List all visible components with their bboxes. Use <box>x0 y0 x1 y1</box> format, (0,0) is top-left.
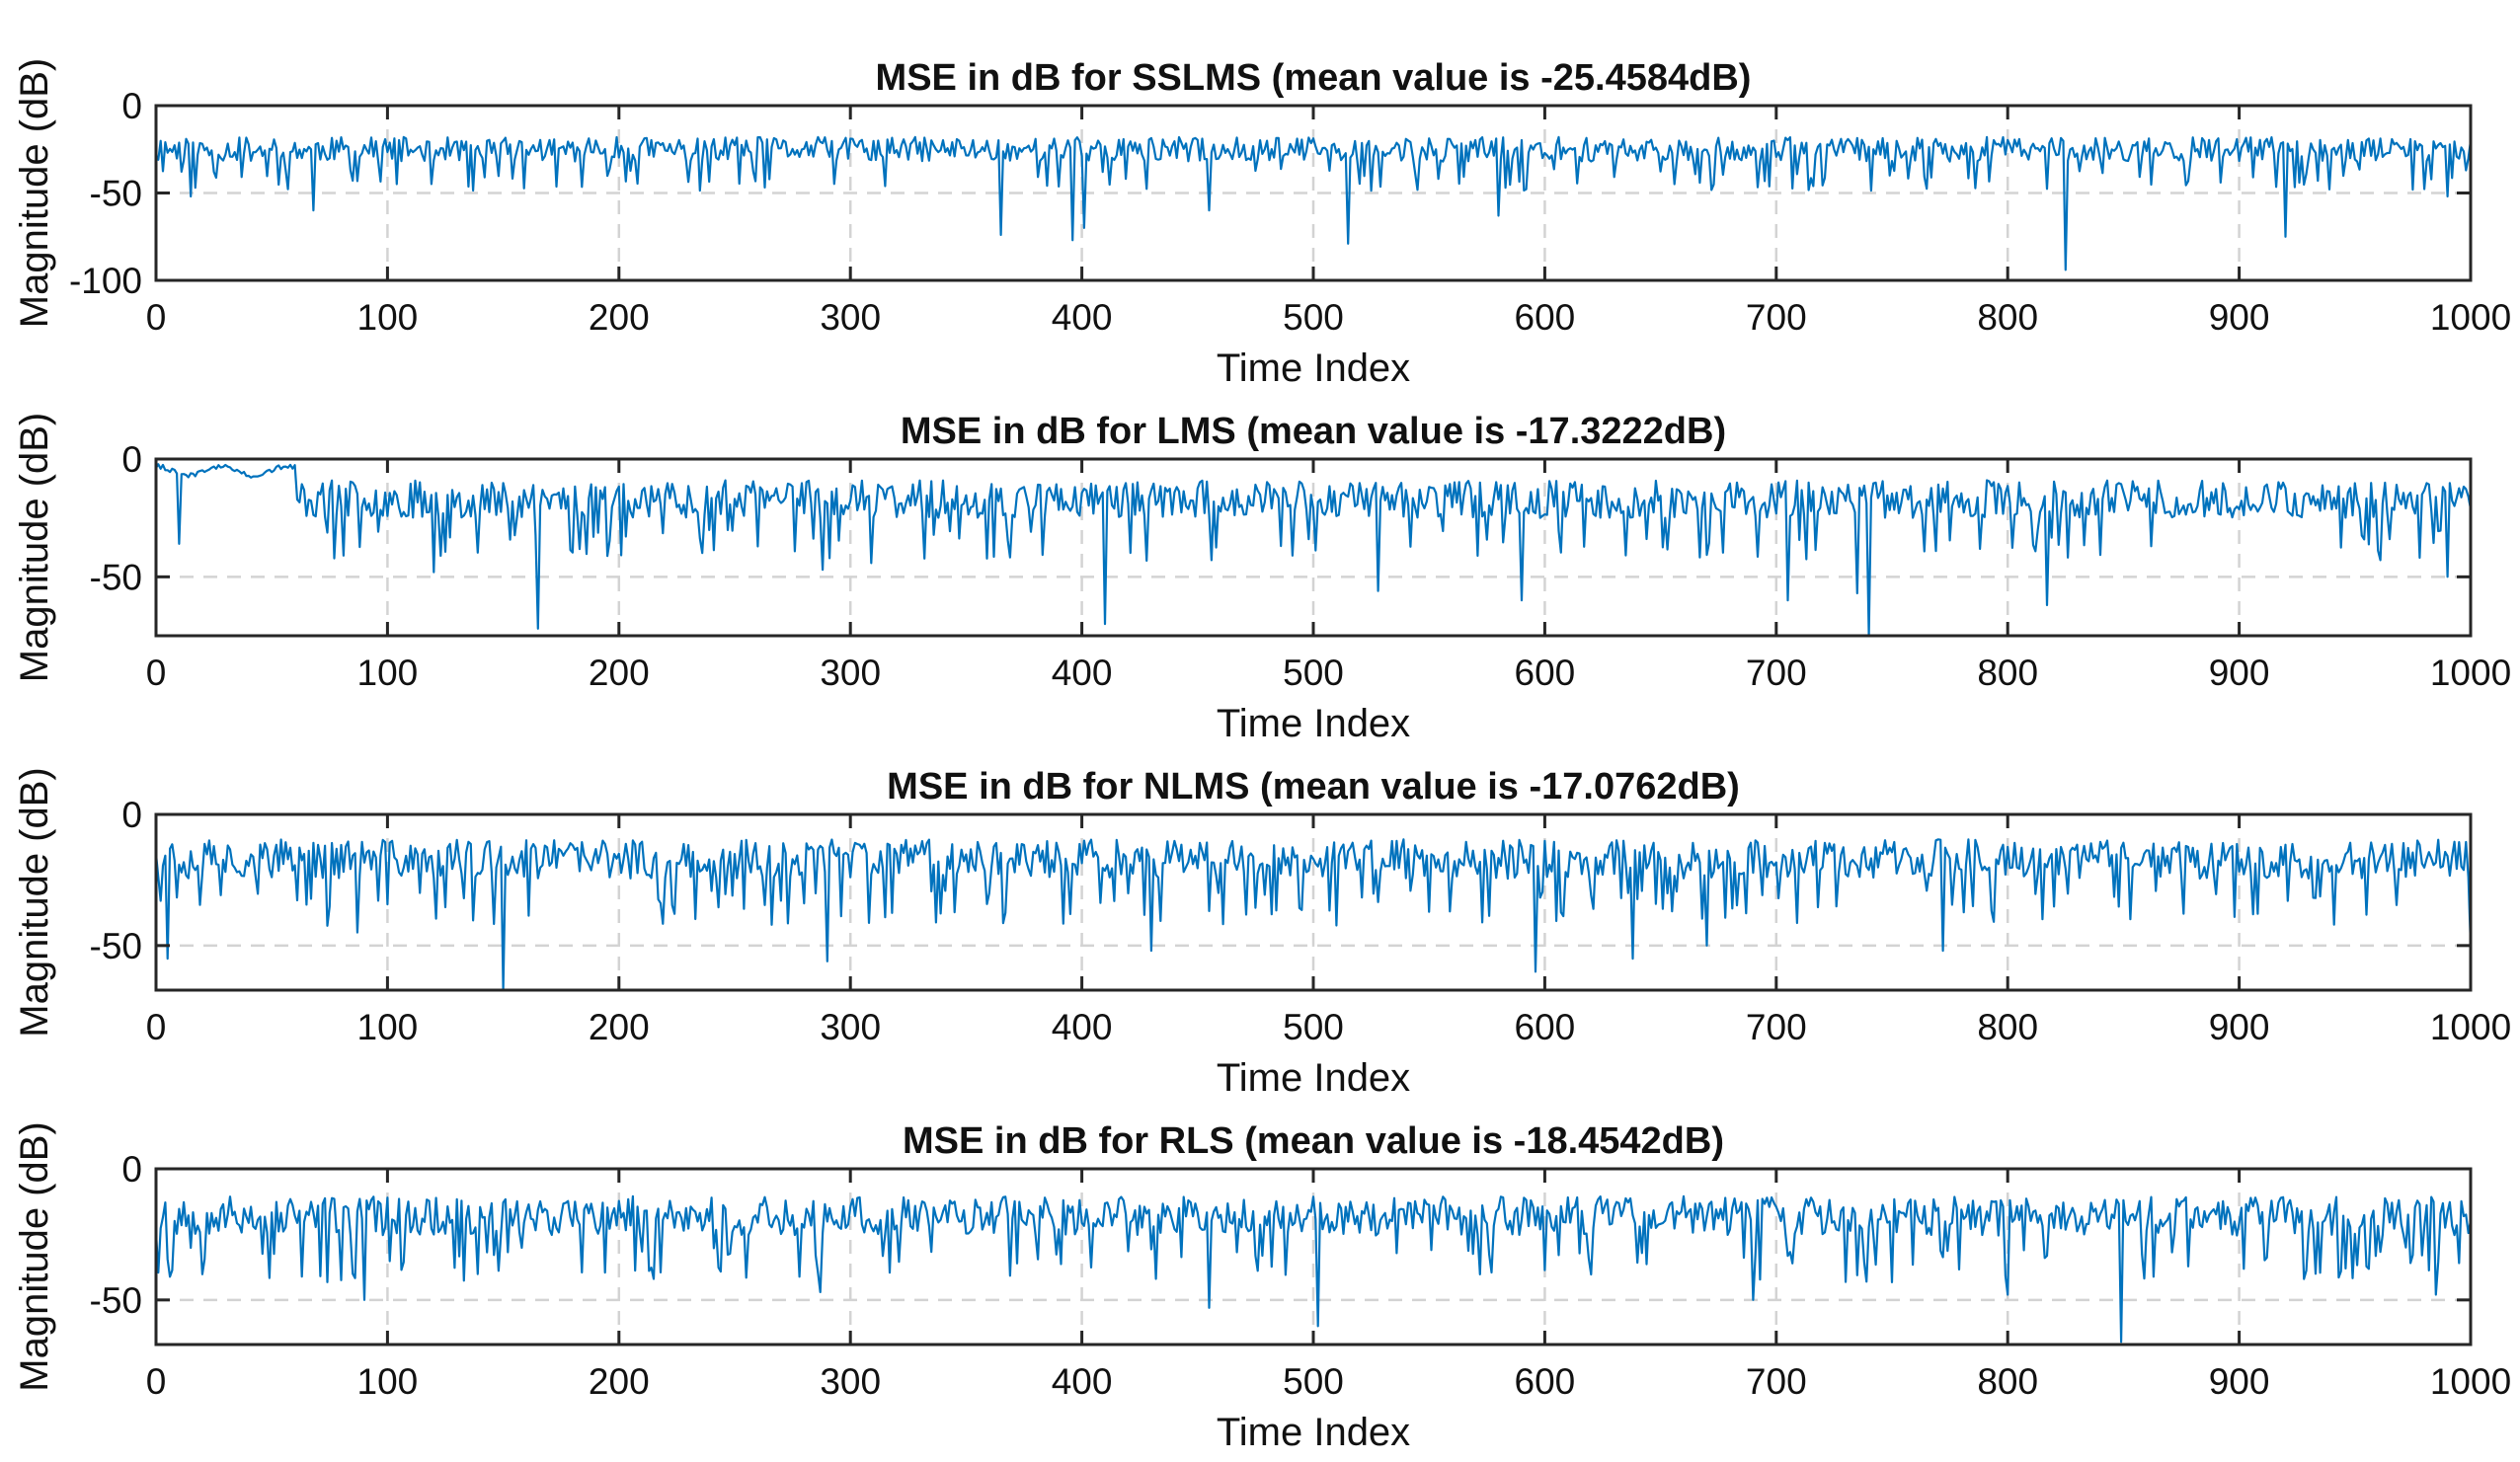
panel-rls: 0 100 200 300 400 500 600 700 800 900 10000-50MSE … <box>13 1120 2511 1454</box>
x-tick-label: 800 <box>1977 653 2038 693</box>
x-tick-label: 900 <box>2209 297 2270 338</box>
x-tick-label: 700 <box>1746 1361 1807 1402</box>
x-tick-label: 1000 <box>2430 1007 2511 1047</box>
x-tick-label: 400 <box>1052 1361 1113 1402</box>
x-tick-label: 700 <box>1746 297 1807 338</box>
x-axis-label: Time Index <box>1217 1411 1410 1454</box>
x-tick-label: 100 <box>357 653 419 693</box>
x-tick-label: 0 <box>146 1361 167 1402</box>
y-axis-label: Magnitude (dB) <box>13 413 56 682</box>
y-axis-label: Magnitude (dB) <box>13 58 56 328</box>
x-tick-label: 900 <box>2209 653 2270 693</box>
x-tick-label: 900 <box>2209 1361 2270 1402</box>
y-axis-label: Magnitude (dB) <box>13 1121 56 1391</box>
series-line-rls <box>154 1194 2473 1344</box>
y-tick-label: -50 <box>90 926 142 966</box>
x-tick-label: 600 <box>1515 1361 1576 1402</box>
x-tick-label: 1000 <box>2430 297 2511 338</box>
y-tick-label: -50 <box>90 1280 142 1321</box>
y-tick-label: 0 <box>121 795 142 835</box>
x-axis-label: Time Index <box>1217 702 1410 745</box>
chart-title: MSE in dB for LMS (mean value is -17.322… <box>901 411 1726 452</box>
x-tick-label: 400 <box>1052 653 1113 693</box>
x-tick-label: 600 <box>1515 1007 1576 1047</box>
x-tick-label: 600 <box>1515 653 1576 693</box>
x-tick-label: 100 <box>357 1361 419 1402</box>
x-tick-label: 500 <box>1283 1007 1344 1047</box>
x-tick-label: 800 <box>1977 1361 2038 1402</box>
x-tick-label: 500 <box>1283 1361 1344 1402</box>
x-tick-label: 200 <box>589 297 650 338</box>
chart-title: MSE in dB for SSLMS (mean value is -25.4… <box>876 57 1752 99</box>
x-tick-label: 1000 <box>2430 653 2511 693</box>
x-tick-label: 1000 <box>2430 1361 2511 1402</box>
x-tick-label: 800 <box>1977 1007 2038 1047</box>
x-tick-label: 300 <box>820 297 881 338</box>
x-axis-label: Time Index <box>1217 1056 1410 1100</box>
x-tick-label: 200 <box>589 1361 650 1402</box>
x-tick-label: 200 <box>589 1007 650 1047</box>
x-tick-label: 300 <box>820 1007 881 1047</box>
x-tick-label: 0 <box>146 1007 167 1047</box>
x-tick-label: 700 <box>1746 1007 1807 1047</box>
x-tick-label: 600 <box>1515 297 1576 338</box>
x-tick-label: 300 <box>820 1361 881 1402</box>
x-tick-label: 400 <box>1052 1007 1113 1047</box>
series-line-sslms <box>155 135 2473 271</box>
panel-nlms: 0 100 200 300 400 500 600 700 800 900 1000 0 -50 MSE … <box>13 766 2511 1100</box>
panel-sslms: 0 100 200 300 400 500 600 700 800 900 1000 0 -50 -100… <box>13 57 2511 390</box>
x-tick-label: 0 <box>146 653 167 693</box>
y-axis-label: Magnitude (dB) <box>13 767 56 1037</box>
x-tick-label: 100 <box>357 1007 419 1047</box>
x-tick-label: 700 <box>1746 653 1807 693</box>
x-tick-label: 100 <box>357 297 419 338</box>
x-tick-label: 0 <box>146 297 167 338</box>
series-line-lms <box>155 463 2473 638</box>
x-axis-label: Time Index <box>1217 346 1410 390</box>
x-tick-label: 500 <box>1283 297 1344 338</box>
y-tick-label: 0 <box>121 439 142 480</box>
x-tick-label: 900 <box>2209 1007 2270 1047</box>
panel-lms: 0 100 200 300 400 500 600 700 800 900 1000 0 -50 MSE … <box>13 411 2511 745</box>
y-tick-label: -100 <box>69 261 142 301</box>
chart-title: MSE in dB for RLS (mean value is -18.454… <box>903 1120 1724 1162</box>
x-tick-label: 500 <box>1283 653 1344 693</box>
chart-title: MSE in dB for NLMS (mean value is -17.07… <box>887 766 1740 808</box>
y-tick-label: -50 <box>90 557 142 597</box>
y-tick-label: 0 <box>121 1149 142 1190</box>
y-tick-label: -50 <box>90 174 142 214</box>
series-line-nlms <box>154 838 2473 992</box>
x-tick-label: 300 <box>820 653 881 693</box>
x-tick-label: 800 <box>1977 297 2038 338</box>
y-tick-label: 0 <box>121 86 142 126</box>
x-tick-label: 200 <box>589 653 650 693</box>
x-tick-label: 400 <box>1052 297 1113 338</box>
